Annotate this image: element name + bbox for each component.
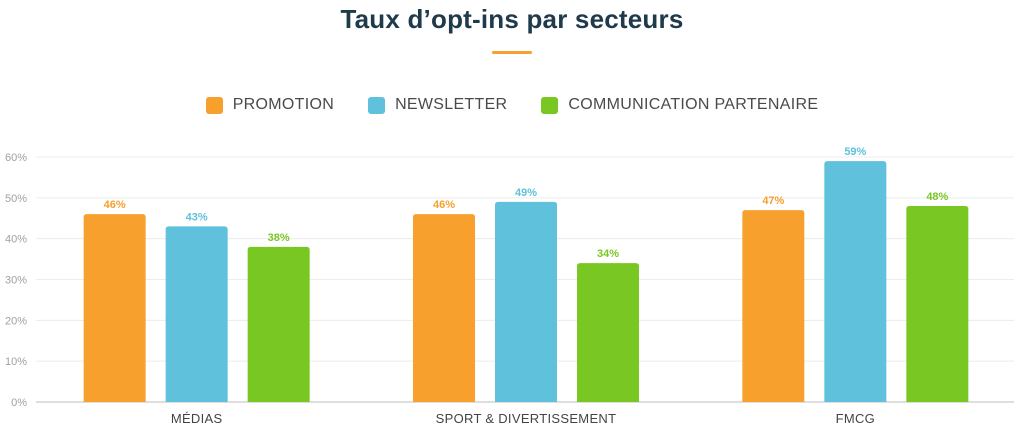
bar-communication-partenaire [247, 246, 310, 402]
value-label-newsletter: 43% [186, 211, 208, 223]
value-label-promotion: 46% [104, 199, 126, 211]
y-tick-label: 20% [5, 315, 27, 327]
value-label-communication-partenaire: 48% [926, 191, 948, 203]
bar-communication-partenaire [577, 263, 639, 402]
y-tick-label: 50% [5, 193, 27, 205]
bar-communication-partenaire [906, 206, 969, 402]
legend-label-newsletter: NEWSLETTER [395, 96, 508, 113]
legend-label-promotion: PROMOTION [232, 96, 335, 113]
bar-promotion [742, 210, 805, 402]
value-label-promotion: 47% [762, 195, 784, 207]
bar-newsletter [824, 161, 887, 402]
y-tick-label: 0% [11, 397, 27, 409]
bar-newsletter [165, 226, 228, 402]
y-tick-label: 30% [5, 275, 27, 287]
bar-promotion [83, 214, 146, 402]
bar-newsletter [495, 201, 557, 402]
y-tick-label: 60% [5, 152, 27, 164]
bar-promotion [413, 214, 475, 402]
category-label: SPORT & DIVERTISSEMENT [436, 411, 617, 426]
legend-swatch-communication-partenaire [541, 96, 559, 114]
title-underline [492, 51, 532, 54]
chart-legend: PROMOTION NEWSLETTER COMMUNICATION PARTE… [0, 96, 1024, 114]
value-label-newsletter: 49% [515, 187, 537, 199]
category-label: MÉDIAS [171, 411, 223, 426]
legend-label-communication-partenaire: COMMUNICATION PARTENAIRE [568, 96, 819, 113]
legend-swatch-promotion [205, 96, 223, 114]
y-tick-label: 10% [5, 356, 27, 368]
value-label-communication-partenaire: 38% [268, 232, 290, 244]
legend-item-promotion: PROMOTION [205, 96, 335, 114]
value-label-newsletter: 59% [844, 146, 866, 158]
legend-item-newsletter: NEWSLETTER [368, 96, 507, 114]
chart-title: Taux d’opt-ins par secteurs [340, 4, 684, 34]
value-label-promotion: 46% [433, 199, 455, 211]
legend-swatch-newsletter [368, 96, 386, 114]
value-label-communication-partenaire: 34% [597, 248, 619, 260]
legend-item-communication-partenaire: COMMUNICATION PARTENAIRE [541, 96, 818, 114]
category-label: FMCG [836, 411, 875, 426]
y-tick-label: 40% [5, 234, 27, 246]
